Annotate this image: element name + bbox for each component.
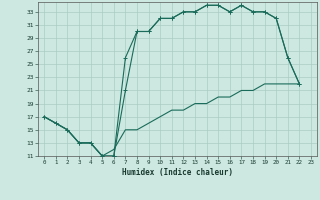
X-axis label: Humidex (Indice chaleur): Humidex (Indice chaleur) (122, 168, 233, 177)
